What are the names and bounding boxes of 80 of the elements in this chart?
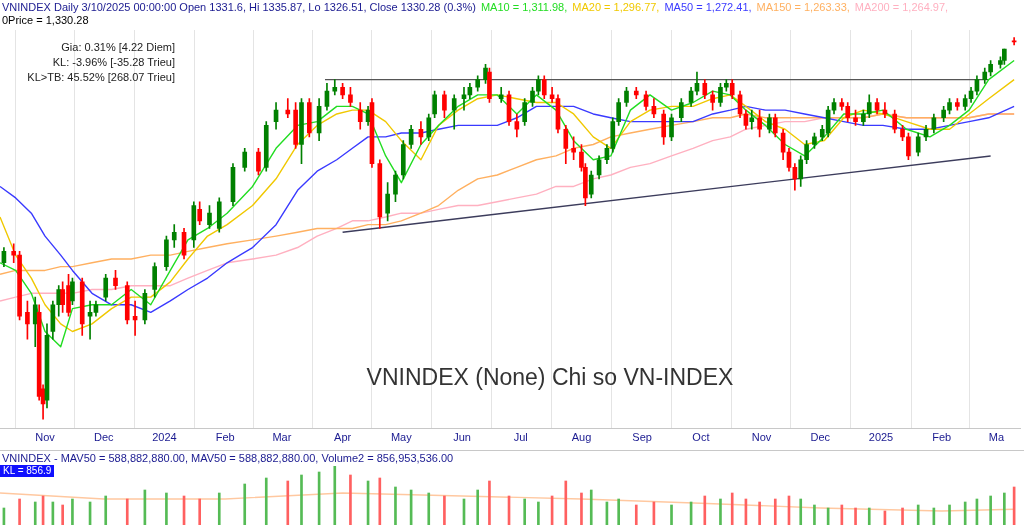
text: 0Price = 1,330.28	[2, 14, 89, 27]
bar	[217, 492, 221, 525]
bar	[333, 466, 337, 525]
bar	[300, 474, 303, 525]
bar	[349, 474, 352, 525]
x-tick-label: 2025	[868, 431, 894, 444]
bar	[476, 489, 480, 525]
bar	[589, 489, 593, 525]
x-tick-label: Nov	[751, 431, 772, 444]
x-tick-label: Apr	[334, 431, 352, 444]
annotation: KL: -3.96% [-35.28 Trieu]	[51, 55, 175, 70]
annotation: KL = 856.9	[0, 465, 55, 477]
text: MA20 = 1,296.77,	[572, 1, 660, 14]
bar	[963, 501, 967, 525]
bar	[61, 504, 64, 525]
text: MA150 = 1,263.33,	[756, 1, 850, 14]
bar	[719, 498, 722, 525]
bar	[703, 495, 707, 525]
x-tick-label: Dec	[93, 431, 115, 444]
x-tick-label: Mar	[272, 431, 292, 444]
x-tick-label: May	[390, 431, 413, 444]
annotation: VNINDEX (None) Chi so VN-INDEX	[365, 364, 735, 391]
bar	[670, 504, 673, 525]
bar	[198, 498, 202, 525]
x-tick-label: Nov	[35, 431, 56, 444]
annotation: Gia: 0.31% [4.22 Diem]	[60, 40, 175, 55]
bar	[813, 504, 816, 525]
bar	[580, 492, 583, 525]
bar	[916, 504, 920, 525]
x-tick-label: Aug	[571, 431, 592, 444]
candlestick	[11, 243, 17, 264]
bar	[799, 498, 803, 525]
bar	[989, 495, 992, 525]
x-tick-label: Jul	[513, 431, 528, 444]
candlestick	[749, 109, 755, 130]
bar	[125, 498, 129, 525]
bar	[286, 480, 290, 525]
bar	[523, 498, 527, 525]
bar	[394, 486, 397, 525]
bar	[427, 492, 431, 525]
bar	[537, 501, 540, 525]
bar	[854, 507, 857, 525]
bar	[264, 477, 268, 525]
bar	[165, 492, 168, 525]
x-tick-label: Jun	[453, 431, 471, 444]
x-tick-label: Ma	[988, 431, 1006, 444]
chart-title: VNINDEX - MAV50 = 588,882,880.00, MAV50 = 588,882,880.00, Volume2 = 856,953,536.00	[2, 452, 454, 465]
bar	[901, 507, 904, 525]
x-tick-label: Feb	[215, 431, 235, 444]
bar	[443, 495, 446, 525]
bar	[730, 492, 734, 525]
x-tick-label: Dec	[810, 431, 831, 444]
candlestick	[332, 79, 338, 96]
x-tick-label: Feb	[932, 431, 952, 444]
bar	[243, 483, 247, 525]
bar	[18, 498, 21, 525]
bar	[378, 477, 382, 525]
bar	[104, 495, 108, 525]
bar	[634, 504, 638, 525]
bar	[71, 498, 74, 525]
bar	[1003, 492, 1006, 525]
bar	[617, 498, 620, 525]
bar	[867, 507, 871, 525]
candlestick	[87, 300, 93, 340]
bar	[564, 480, 568, 525]
x-tick-label: Oct	[692, 431, 710, 444]
bar	[33, 501, 37, 525]
bar	[488, 480, 491, 525]
bar	[773, 498, 777, 525]
candlestick	[285, 98, 291, 119]
text: MA10 = 1,311.98,	[480, 1, 568, 14]
x-tick-label: 2024	[152, 431, 177, 444]
candlestick	[498, 86, 504, 103]
text: MA50 = 1,272.41,	[664, 1, 752, 14]
bar	[948, 504, 951, 525]
x-tick-label: Sep	[632, 431, 652, 444]
bar	[758, 501, 761, 525]
chart-title: VNINDEX Daily 3/10/2025 00:00:00 Open 1331.6, Hi 1335.87, Lo 1326.51, Close 1330.28 (0.3%)	[2, 1, 476, 14]
annotation: KL>TB: 45.52% [268.07 Trieu]	[26, 70, 175, 85]
text: MA200 = 1,264.97,	[854, 1, 949, 14]
